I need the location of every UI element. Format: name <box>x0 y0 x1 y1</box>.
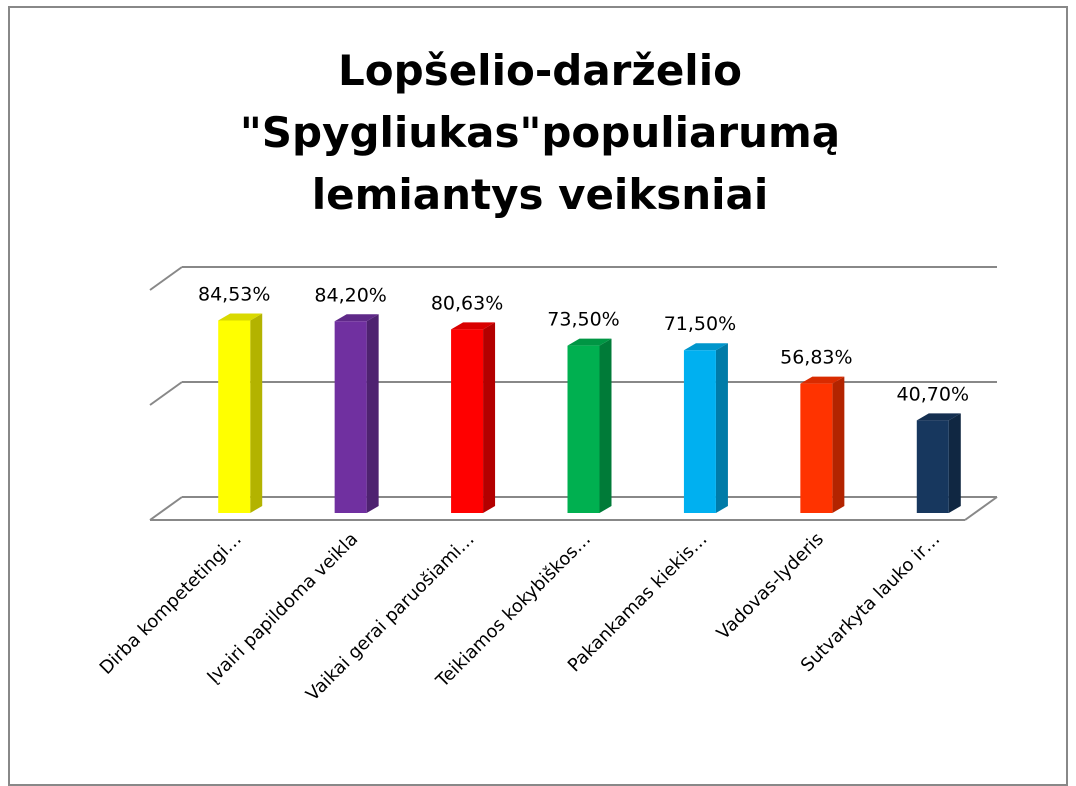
bar-side <box>483 322 496 513</box>
bar <box>451 322 496 513</box>
bar <box>916 413 961 513</box>
bar-top <box>916 413 961 421</box>
value-label: 56,83% <box>780 347 852 369</box>
bar <box>800 376 845 513</box>
value-label: 80,63% <box>431 292 503 314</box>
floor-line <box>964 496 998 521</box>
bar-face <box>683 350 716 513</box>
bar-top <box>218 313 263 321</box>
value-label: 84,20% <box>314 284 386 306</box>
bar <box>683 343 728 513</box>
value-label: 40,70% <box>897 383 969 405</box>
bar-face <box>916 420 949 513</box>
bar-top <box>683 343 728 351</box>
bar-top <box>800 376 845 384</box>
bar-face <box>334 321 367 513</box>
bar-face <box>451 329 484 513</box>
bar <box>567 338 612 513</box>
bar-face <box>800 383 833 513</box>
value-label: 84,53% <box>198 284 270 306</box>
x-tick-label: Vadovas-lyderis <box>713 529 828 644</box>
bar-face <box>567 345 600 513</box>
bar <box>218 313 263 513</box>
grid-line <box>149 381 183 406</box>
chart: 84,53%Dirba kompetetingi…84,20%Įvairi pa… <box>96 266 998 705</box>
bar-top <box>334 314 379 322</box>
value-label: 73,50% <box>547 309 619 331</box>
bar-face <box>218 320 251 513</box>
bar-side <box>832 376 845 513</box>
bar-side <box>715 343 728 513</box>
bar-side <box>599 338 612 513</box>
bar-side <box>948 413 961 513</box>
bar-top <box>567 338 612 346</box>
grid-line <box>149 266 183 291</box>
value-label: 71,50% <box>664 313 736 335</box>
grid-line <box>149 496 183 521</box>
bar-side <box>250 313 263 513</box>
bar-top <box>451 322 496 330</box>
bar <box>334 314 379 513</box>
bar-side <box>366 314 379 513</box>
chart-title: Lopšelio-darželio "Spygliukas"populiarum… <box>239 46 841 219</box>
